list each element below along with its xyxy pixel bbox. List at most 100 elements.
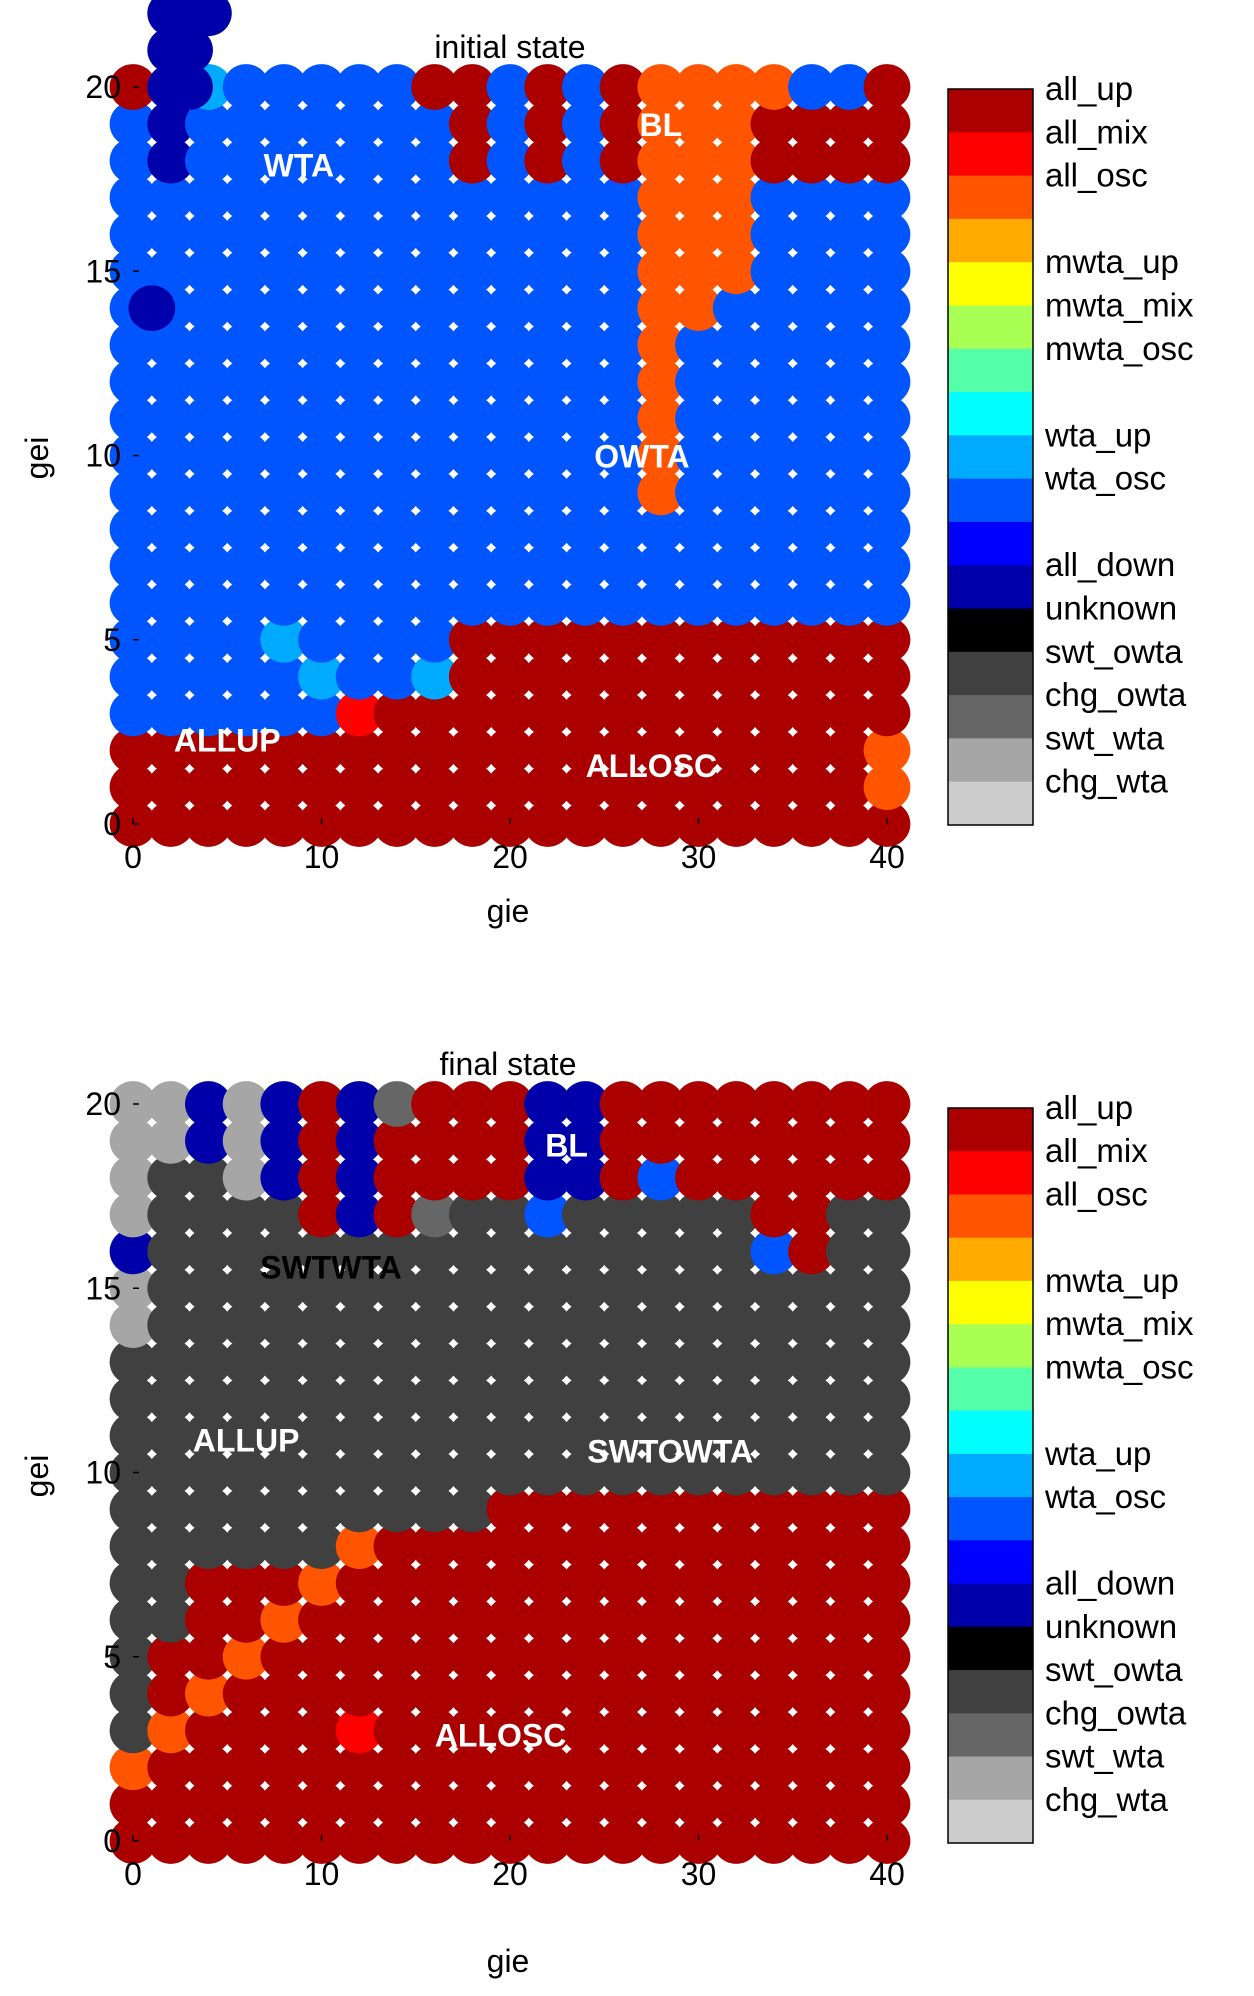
heatmap-cell [448,285,496,331]
heatmap-cell [373,1744,421,1791]
heatmap-cell [448,1449,496,1496]
heatmap-cell [637,174,685,221]
heatmap-cell [562,1412,609,1459]
heatmap-cell [411,1670,458,1717]
heatmap-cell [788,543,835,589]
heatmap-cell [863,543,911,589]
heatmap-cell [675,174,722,221]
heatmap-cell [863,1523,911,1570]
colorbar-swatch [948,478,1033,523]
heatmap-cell [750,285,798,331]
heatmap-cell [128,285,176,331]
heatmap-cell [222,211,270,258]
heatmap-cell [825,1154,873,1201]
heatmap-cell [411,1781,458,1827]
heatmap-cell [335,469,383,516]
heatmap-cell [222,1154,270,1201]
heatmap-cell [448,1560,496,1606]
region-label: ALLUP [174,722,281,758]
heatmap-cell [373,727,421,774]
heatmap-cell [562,285,609,331]
heatmap-cell [524,137,572,184]
heatmap-cell [675,1633,722,1680]
heatmap-cell [486,506,534,553]
heatmap-cell [260,322,308,368]
y-tick-label: 20 [85,69,121,105]
heatmap-cell [486,64,534,110]
heatmap-cell [222,1412,270,1459]
heatmap-cell [260,727,308,774]
heatmap-cell [335,1560,383,1606]
heatmap-cell [373,1265,421,1312]
heatmap-cell [335,1375,383,1422]
heatmap-cell [335,101,383,147]
x-tick-label: 40 [869,1856,905,1892]
heatmap-cell [562,580,609,626]
heatmap-cell [185,395,232,442]
heatmap-cell [486,1302,534,1348]
heatmap-cell [486,1707,534,1754]
heatmap-cell [637,64,685,110]
heatmap-cell [222,543,270,589]
heatmap-cell [712,358,760,405]
heatmap-cell [788,1449,835,1496]
heatmap-cell [260,1081,308,1127]
heatmap-cell [335,1523,383,1570]
heatmap-cell [825,1302,873,1348]
heatmap-cell [147,1633,195,1680]
heatmap-cell [637,137,685,184]
heatmap-cell [712,1744,760,1791]
heatmap-cell [411,1597,458,1643]
heatmap-cell [863,1265,911,1312]
colorbar-swatch [948,132,1033,177]
heatmap-cell [185,690,232,737]
heatmap-cell [637,285,685,331]
heatmap-cell [599,64,647,110]
x-tick-label: 40 [869,839,905,875]
heatmap-cell [524,506,572,553]
heatmap-cell [373,1670,421,1717]
colorbar-label: all_down [1045,1565,1175,1602]
heatmap-cell [448,1744,496,1791]
heatmap-cell [788,1191,835,1238]
region-labels: SWTWTA BL SWTOWTA ALLOSC ALLUP [193,1128,753,1754]
colorbar-swatch [948,262,1033,307]
heatmap-cell [147,1412,195,1459]
heatmap-cell [222,1228,270,1275]
heatmap-cell [712,1597,760,1643]
heatmap-cell [712,1154,760,1201]
heatmap-cell [222,1670,270,1717]
heatmap-cell [712,174,760,221]
heatmap-cell [185,1375,232,1422]
heatmap-cell [298,1265,345,1312]
colorbar-label: mwta_mix [1045,1305,1194,1342]
heatmap-cell [825,543,873,589]
heatmap-cell [712,543,760,589]
heatmap-cell [675,1707,722,1754]
heatmap-cell [524,1781,572,1827]
heatmap-cell [524,801,572,847]
heatmap-cell [750,211,798,258]
heatmap-cell [373,1523,421,1570]
heatmap-cell [637,690,685,737]
heatmap-cell [448,211,496,258]
heatmap-cell [788,174,835,221]
heatmap-cell [712,1449,760,1496]
x-tick-label: 10 [304,839,340,875]
heatmap-cell [825,432,873,479]
heatmap-cell [524,1744,572,1791]
heatmap-cell [524,64,572,110]
heatmap-cell [788,1597,835,1643]
heatmap-cell [335,432,383,479]
y-tick-label: 15 [85,253,121,289]
heatmap-cell [222,1375,270,1422]
y-tick-label: 10 [85,438,121,474]
heatmap-cell [448,469,496,516]
heatmap-cell [750,1523,798,1570]
heatmap-cell [147,764,195,810]
heatmap-cell [222,64,270,110]
heatmap-cell [524,1560,572,1606]
heatmap-cell [411,1154,458,1201]
heatmap-cell [599,1781,647,1827]
heatmap-cell [675,1670,722,1717]
